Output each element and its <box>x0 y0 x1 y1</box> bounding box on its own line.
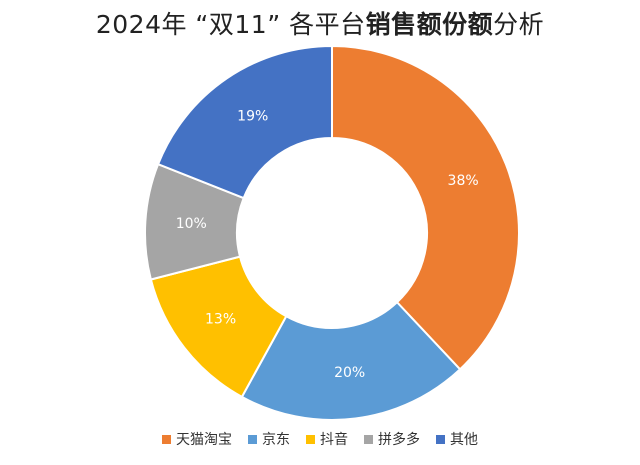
legend-item-5: 其他 <box>436 429 478 449</box>
title-suffix: 分析 <box>493 10 545 39</box>
legend-item-2: 京东 <box>248 429 290 449</box>
legend-label: 拼多多 <box>378 432 420 448</box>
legend-swatch <box>162 434 171 444</box>
slice-label-4: 10% <box>176 216 207 232</box>
legend-item-3: 抖音 <box>306 429 348 449</box>
title-prefix: 2024年 “双11” 各平台 <box>95 10 366 39</box>
slice-label-2: 20% <box>334 365 365 381</box>
donut-labels: 38% 20% 13% 10% 19% <box>176 108 479 381</box>
chart-legend: 天猫淘宝 京东 抖音 拼多多 其他 <box>0 429 640 449</box>
legend-swatch <box>364 434 373 444</box>
legend-swatch <box>436 434 445 444</box>
slice-1 <box>331 44 520 371</box>
slice-2 <box>240 300 462 421</box>
legend-label: 抖音 <box>320 432 348 448</box>
chart-title: 2024年 “双11” 各平台销售额份额分析 <box>0 5 640 41</box>
slice-label-5: 19% <box>237 108 268 124</box>
legend-label: 京东 <box>262 432 290 448</box>
slice-label-3: 13% <box>205 311 236 327</box>
donut-slices <box>144 44 520 421</box>
legend-swatch <box>248 434 257 444</box>
legend-label: 天猫淘宝 <box>176 432 232 448</box>
legend-label: 其他 <box>450 432 478 448</box>
slice-5 <box>156 44 333 200</box>
legend-item-1: 天猫淘宝 <box>162 429 232 449</box>
legend-swatch <box>306 434 315 444</box>
legend-item-4: 拼多多 <box>364 429 420 449</box>
slice-label-1: 38% <box>448 173 479 189</box>
title-bold: 销售额份额 <box>365 10 494 39</box>
